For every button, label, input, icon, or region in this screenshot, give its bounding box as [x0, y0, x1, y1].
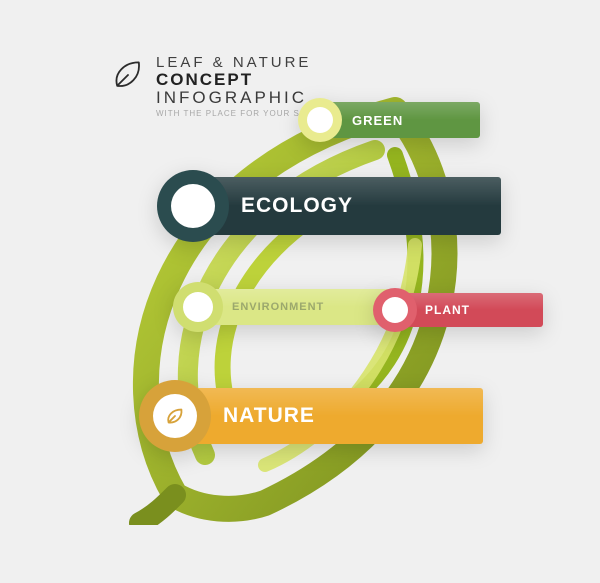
- infographic-canvas: { "canvas":{"w":600,"h":583,"bg":"#f0f0f…: [0, 0, 600, 583]
- tag-plant: PLANT: [373, 288, 543, 332]
- tag-green-label: GREEN: [320, 102, 480, 138]
- tag-nature-label: NATURE: [175, 388, 483, 444]
- tag-ecology-label: ECOLOGY: [193, 177, 501, 235]
- leaf-icon: [164, 405, 186, 427]
- title-line1: LEAF & NATURE: [156, 55, 333, 71]
- tag-green-disc-inner: [307, 107, 333, 133]
- tag-environment-disc-inner: [183, 292, 213, 322]
- tag-green: GREEN: [298, 98, 480, 142]
- tag-environment-disc: [173, 282, 223, 332]
- tag-environment: ENVIRONMENT: [173, 282, 392, 332]
- tag-nature-disc: [139, 380, 211, 452]
- leaf-outline-icon: [110, 57, 146, 93]
- tag-ecology: ECOLOGY: [157, 170, 501, 242]
- tag-nature: NATURE: [139, 380, 483, 452]
- tag-green-disc: [298, 98, 342, 142]
- tag-plant-label: PLANT: [395, 293, 543, 327]
- tag-ecology-disc-inner: [171, 184, 215, 228]
- tag-plant-disc-inner: [382, 297, 408, 323]
- tag-ecology-disc: [157, 170, 229, 242]
- tag-nature-disc-inner: [153, 394, 197, 438]
- tag-plant-disc: [373, 288, 417, 332]
- tag-environment-label: ENVIRONMENT: [198, 289, 392, 325]
- title-line2: CONCEPT: [156, 71, 333, 89]
